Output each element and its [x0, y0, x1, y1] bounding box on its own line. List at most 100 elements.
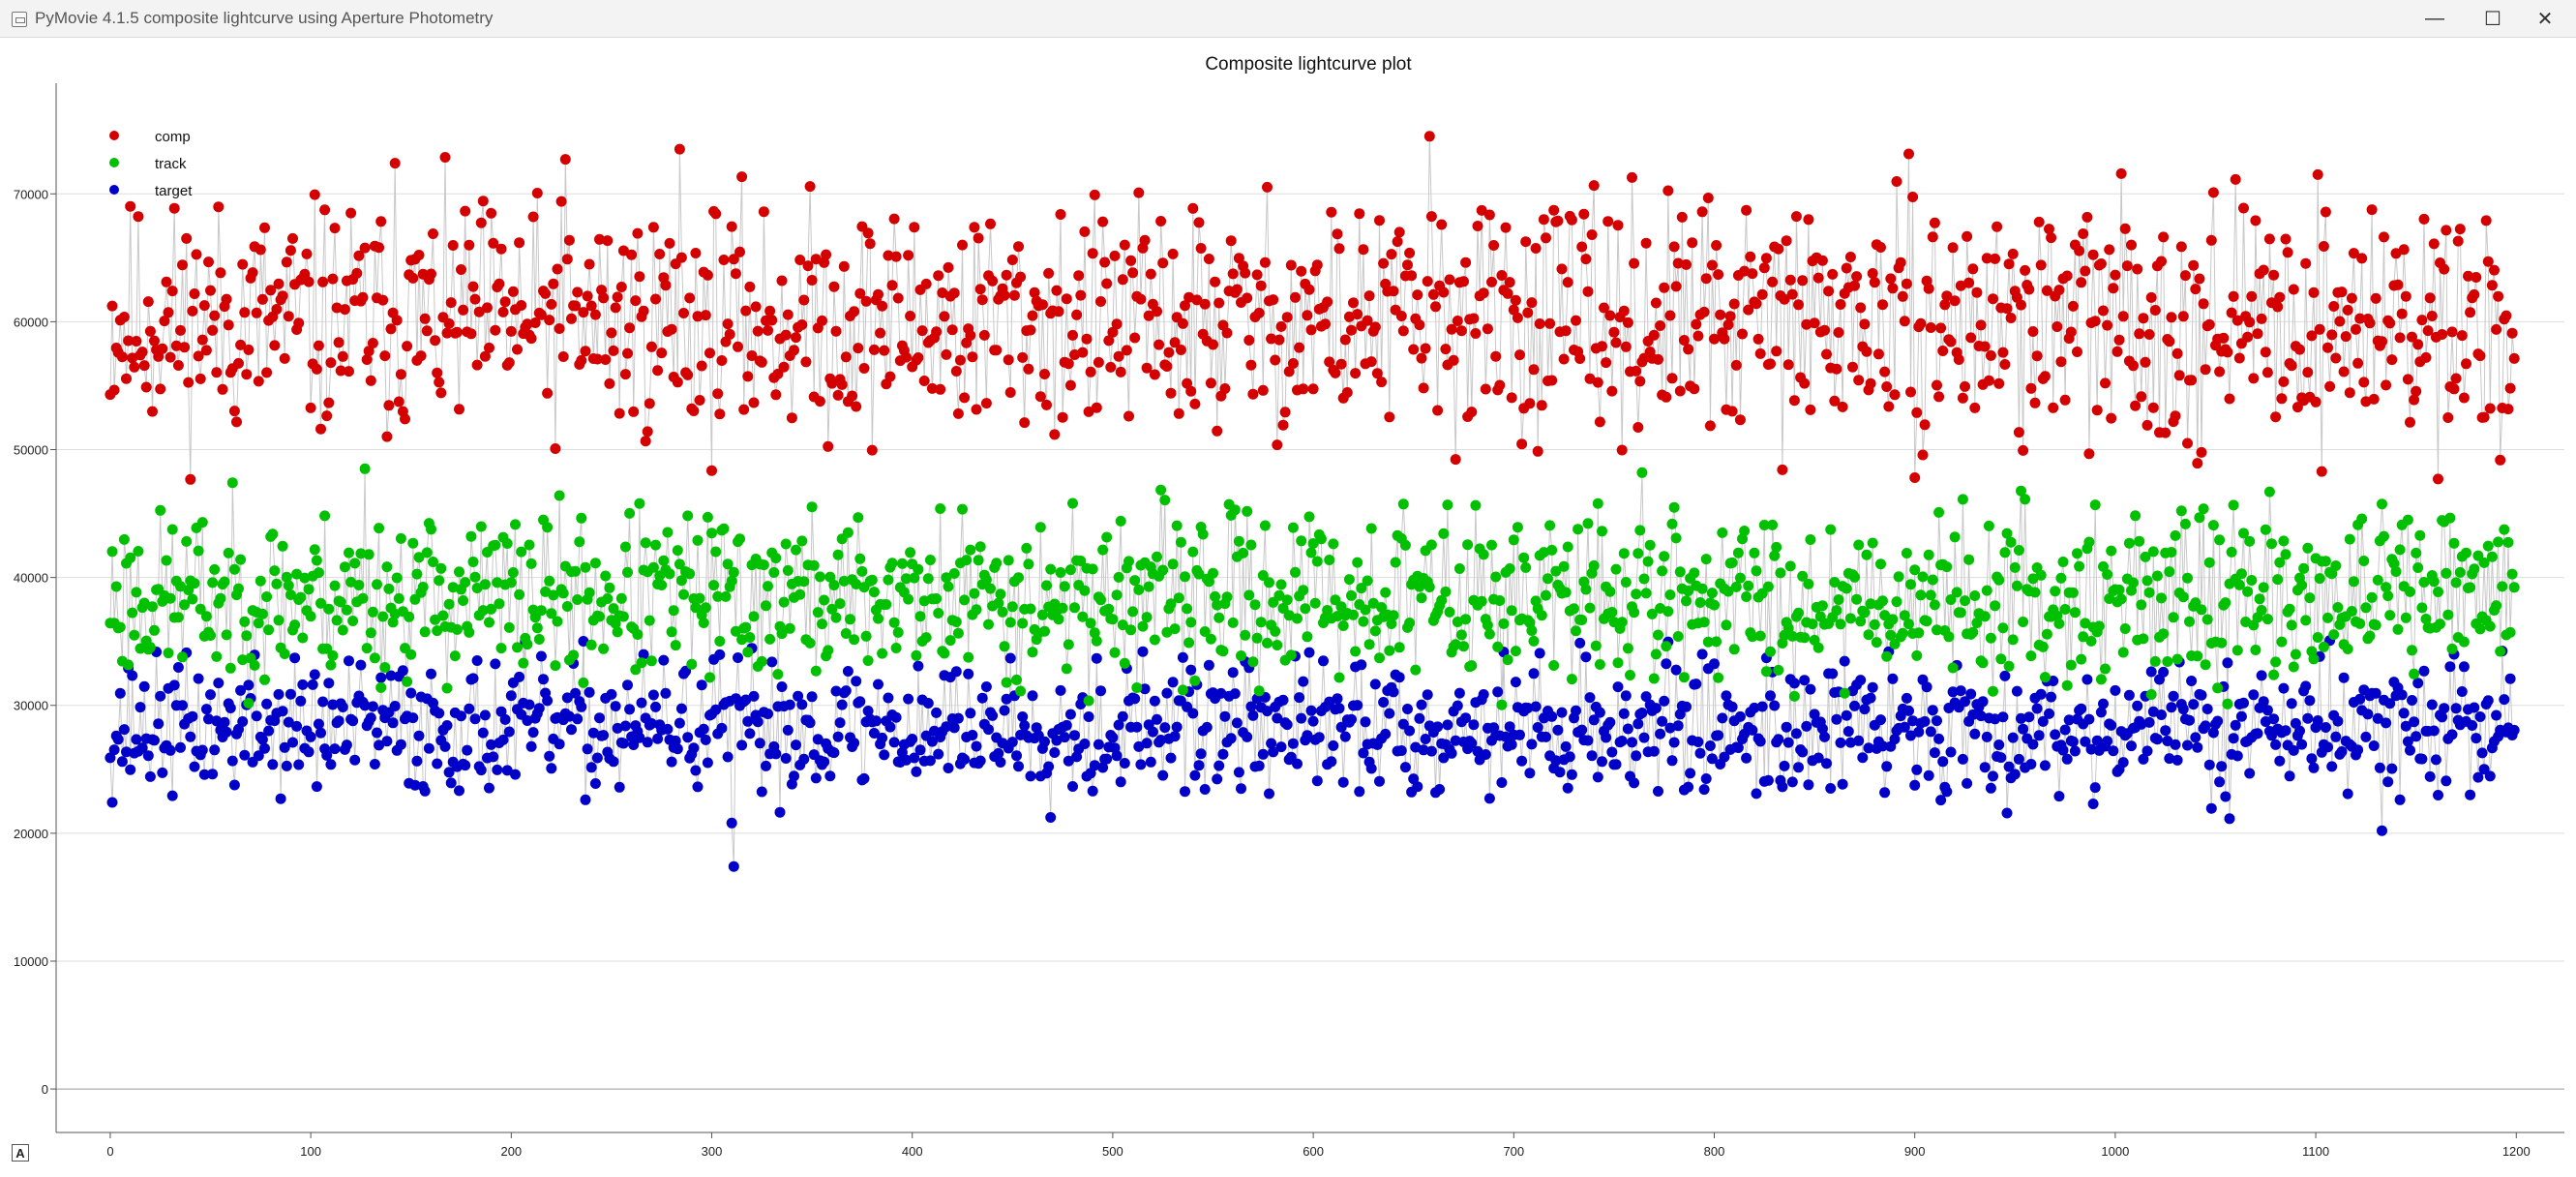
point-target: [2232, 750, 2243, 762]
point-track: [430, 614, 441, 625]
point-target: [2039, 760, 2051, 771]
point-comp: [548, 278, 559, 289]
point-target: [2046, 691, 2057, 703]
y-tick-label: 10000: [14, 954, 48, 969]
point-track: [355, 548, 367, 559]
point-track: [823, 645, 834, 656]
point-comp: [1025, 324, 1036, 336]
point-track: [1590, 640, 1602, 651]
point-track: [2256, 605, 2267, 616]
point-target: [1217, 748, 1229, 760]
point-target: [2145, 666, 2157, 678]
point-track: [1640, 588, 1652, 599]
point-comp: [253, 376, 264, 387]
point-track: [1967, 626, 1979, 638]
point-comp: [1231, 284, 1243, 295]
point-track: [1893, 571, 1904, 583]
point-comp: [1305, 324, 1317, 336]
point-target: [1546, 710, 1558, 722]
point-comp: [2156, 256, 2167, 267]
close-button[interactable]: ✕: [2536, 8, 2554, 30]
point-track: [1236, 650, 1246, 661]
point-target: [1043, 761, 1055, 772]
point-track: [1004, 617, 1016, 628]
point-comp: [985, 218, 996, 229]
point-track: [1518, 552, 1530, 563]
point-target: [221, 726, 232, 738]
point-comp: [337, 350, 348, 362]
minimize-button[interactable]: —: [2425, 7, 2444, 29]
point-track: [860, 630, 872, 642]
point-target: [1478, 689, 1489, 700]
point-target: [2405, 744, 2415, 756]
auto-range-button[interactable]: A: [12, 1144, 29, 1162]
point-comp: [1773, 243, 1784, 255]
point-target: [1236, 783, 1246, 795]
point-comp: [426, 268, 436, 280]
point-track: [181, 535, 193, 547]
point-target: [1588, 714, 1600, 726]
point-track: [1812, 642, 1824, 653]
point-comp: [965, 330, 976, 341]
point-track: [1152, 551, 1162, 562]
point-target: [1087, 785, 1098, 797]
point-track: [1632, 548, 1644, 559]
point-comp: [778, 361, 790, 373]
point-comp: [402, 341, 413, 352]
point-comp: [283, 311, 294, 322]
point-track: [454, 566, 464, 578]
point-target: [2067, 736, 2079, 747]
point-target: [842, 666, 854, 677]
point-comp: [345, 207, 357, 219]
point-track: [2117, 647, 2129, 658]
plot-area[interactable]: 0 10000 20000 30000 40000 50000 60000 70000 0 100…: [0, 37, 2576, 1172]
point-comp: [2214, 366, 2226, 377]
point-target: [1610, 759, 1622, 770]
y-tick-label: 0: [42, 1082, 48, 1097]
point-comp: [2396, 308, 2408, 319]
point-track: [1694, 597, 1706, 608]
point-target: [1135, 759, 1147, 770]
point-track: [1438, 528, 1450, 539]
point-comp: [2458, 392, 2470, 404]
point-target: [1552, 724, 1564, 736]
point-target: [1514, 729, 1525, 740]
point-comp: [580, 346, 591, 357]
point-comp: [1455, 325, 1467, 337]
point-track: [686, 658, 698, 670]
point-target: [888, 737, 900, 748]
point-target: [1863, 742, 1874, 754]
point-target: [636, 697, 647, 709]
point-target: [702, 757, 713, 769]
point-track: [460, 577, 471, 588]
point-comp: [2263, 233, 2275, 245]
maximize-button[interactable]: ☐: [2484, 8, 2501, 30]
point-track: [2394, 544, 2406, 556]
point-track: [700, 602, 711, 614]
point-target: [1911, 764, 1923, 775]
point-comp: [191, 249, 202, 260]
point-target: [791, 739, 801, 751]
point-comp: [1777, 464, 1788, 475]
point-track: [241, 630, 253, 642]
point-target: [2235, 710, 2247, 722]
point-comp: [1362, 315, 1373, 326]
point-target: [2407, 695, 2417, 706]
point-target: [1721, 690, 1732, 702]
point-comp: [1161, 361, 1173, 372]
point-track: [411, 568, 423, 580]
point-target: [1751, 788, 1762, 800]
point-track: [963, 651, 974, 663]
point-target: [135, 702, 146, 713]
point-comp: [2078, 228, 2089, 239]
point-comp: [1835, 299, 1846, 310]
point-target: [2450, 703, 2462, 714]
point-track: [2320, 556, 2331, 567]
point-comp: [1034, 391, 1046, 403]
point-comp: [1983, 375, 1994, 386]
point-comp: [1302, 310, 1313, 321]
point-comp: [542, 387, 554, 399]
point-track: [1788, 690, 1800, 702]
point-track: [1460, 614, 1472, 625]
